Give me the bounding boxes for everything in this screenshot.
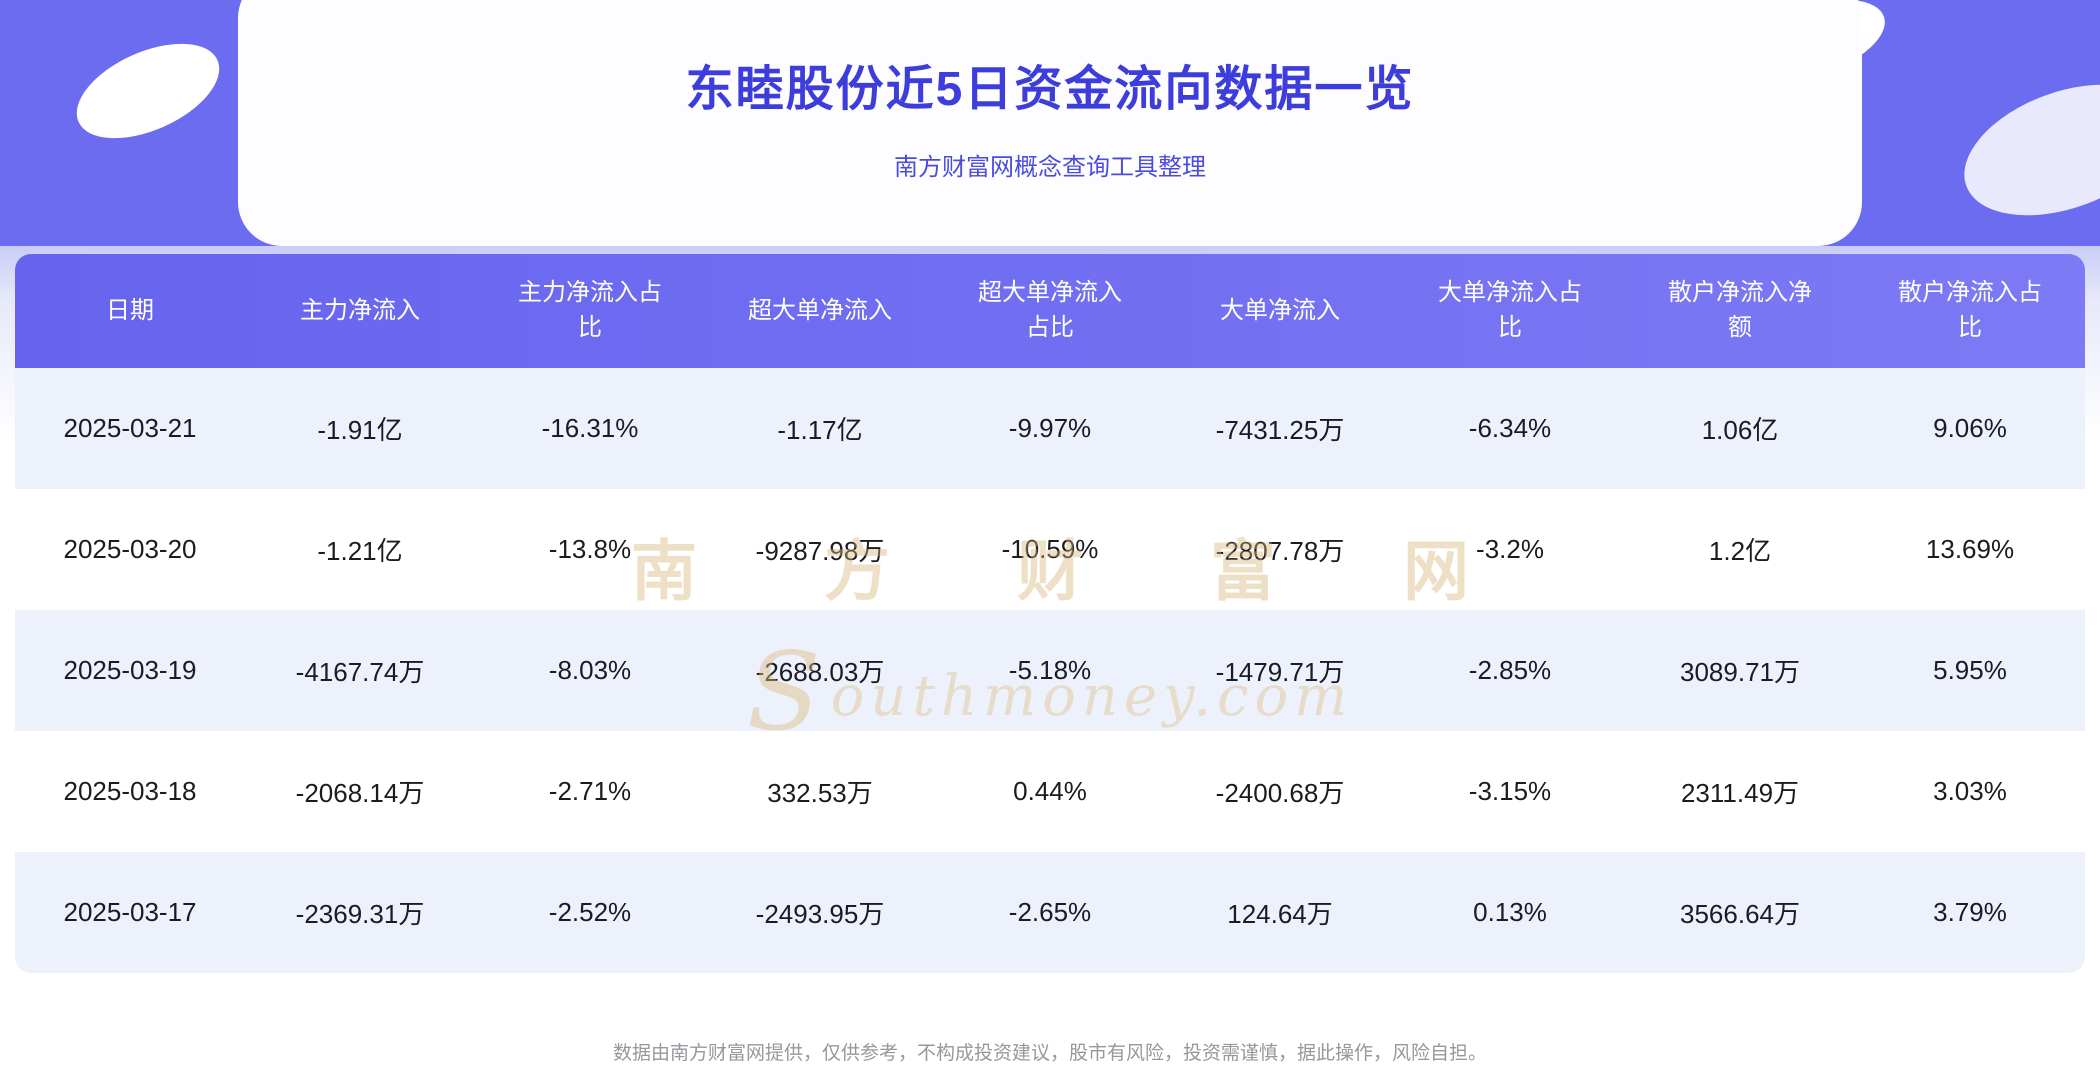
table-cell: -2068.14万 <box>295 778 425 808</box>
table-cell: -10.59% <box>1001 534 1099 564</box>
table-header-row: 日期 主力净流入 主力净流入占 比 超大单净流入 超大单净流入 占比 大单净流入 大单净流入… <box>15 254 2085 368</box>
table-cell: 9.06% <box>1933 413 2007 443</box>
table-cell: 2025-03-17 <box>63 897 197 927</box>
table-cell: -2493.95万 <box>755 899 885 929</box>
capital-flow-table: 日期 主力净流入 主力净流入占 比 超大单净流入 超大单净流入 占比 大单净流入 大单净流入… <box>15 254 2085 973</box>
table-row: 2025-03-20 -1.21亿 -13.8% -9287.98万 -10.59% -2… <box>15 489 2085 610</box>
column-header: 大单净流入占 比 <box>1438 279 1582 341</box>
table-cell: -8.03% <box>548 655 632 685</box>
table-cell: -1.91亿 <box>317 415 403 445</box>
table-cell: -4167.74万 <box>295 657 425 687</box>
table-cell: 1.2亿 <box>1708 536 1772 566</box>
table-cell: -13.8% <box>548 534 632 564</box>
table-cell: 2025-03-21 <box>63 413 197 443</box>
column-header: 主力净流入 <box>300 296 420 324</box>
page-subtitle: 南方财富网概念查询工具整理 <box>894 154 1206 181</box>
title-card: 东睦股份近5日资金流向数据一览 南方财富网概念查询工具整理 <box>238 0 1862 246</box>
table-cell: -7431.25万 <box>1215 415 1345 445</box>
header-banner: 东睦股份近5日资金流向数据一览 南方财富网概念查询工具整理 <box>0 0 2100 246</box>
table-cell: -16.31% <box>541 413 639 443</box>
table-cell: 0.13% <box>1473 897 1547 927</box>
table-cell: -6.34% <box>1468 413 1552 443</box>
table-cell: -1.17亿 <box>777 415 863 445</box>
table-cell: -1479.71万 <box>1215 657 1345 687</box>
footer-disclaimer: 数据由南方财富网提供，仅供参考，不构成投资建议，股市有风险，投资需谨慎，据此操作… <box>612 1043 1487 1064</box>
table-cell: 13.69% <box>1925 534 2015 564</box>
table-row: 2025-03-21 -1.91亿 -16.31% -1.17亿 -9.97% -7431… <box>15 368 2085 489</box>
table-cell: 3089.71万 <box>1680 657 1800 687</box>
table-cell: -2807.78万 <box>1215 536 1345 566</box>
table-cell: -9287.98万 <box>755 536 885 566</box>
table-cell: 3566.64万 <box>1680 899 1800 929</box>
table-cell: 124.64万 <box>1227 899 1333 929</box>
column-header: 日期 <box>106 296 154 324</box>
table-cell: 1.06亿 <box>1701 415 1779 445</box>
table-cell: 332.53万 <box>767 778 873 808</box>
table-cell: 3.03% <box>1933 776 2007 806</box>
table-cell: 2311.49万 <box>1680 778 1800 808</box>
table-cell: -2369.31万 <box>295 899 425 929</box>
table-cell: 0.44% <box>1013 776 1087 806</box>
column-header: 主力净流入占 比 <box>518 279 662 341</box>
table-cell: -2.65% <box>1008 897 1092 927</box>
table-cell: 5.95% <box>1933 655 2007 685</box>
column-header: 超大单净流入 占比 <box>978 279 1122 341</box>
table-row: 2025-03-19 -4167.74万 -8.03% -2688.03万 -5.18%… <box>15 610 2085 731</box>
table-cell: 2025-03-18 <box>63 776 197 806</box>
page-title: 东睦股份近5日资金流向数据一览 <box>685 63 1415 116</box>
table-cell: -1.21亿 <box>317 536 403 566</box>
column-header: 超大单净流入 <box>748 296 892 324</box>
table-cell: -2400.68万 <box>1215 778 1345 808</box>
table-cell: -2.85% <box>1468 655 1552 685</box>
table-cell: -2.52% <box>548 897 632 927</box>
table-cell: 2025-03-20 <box>63 534 197 564</box>
table-cell: -3.2% <box>1476 534 1544 564</box>
column-header: 散户净流入占 比 <box>1898 279 2042 341</box>
table-body: 2025-03-21 -1.91亿 -16.31% -1.17亿 -9.97% -7431… <box>15 368 2085 973</box>
table-cell: -2688.03万 <box>755 657 885 687</box>
table-cell: 3.79% <box>1933 897 2007 927</box>
table-cell: -5.18% <box>1008 655 1092 685</box>
column-header: 散户净流入净 额 <box>1668 279 1812 341</box>
column-header: 大单净流入 <box>1220 296 1340 324</box>
table-cell: 2025-03-19 <box>63 655 197 685</box>
table-cell: -2.71% <box>548 776 632 806</box>
table-cell: -9.97% <box>1008 413 1092 443</box>
table-row: 2025-03-17 -2369.31万 -2.52% -2493.95万 -2.65%… <box>15 852 2085 973</box>
table-cell: -3.15% <box>1468 776 1552 806</box>
table-row: 2025-03-18 -2068.14万 -2.71% 332.53万 0.44% -24… <box>15 731 2085 852</box>
